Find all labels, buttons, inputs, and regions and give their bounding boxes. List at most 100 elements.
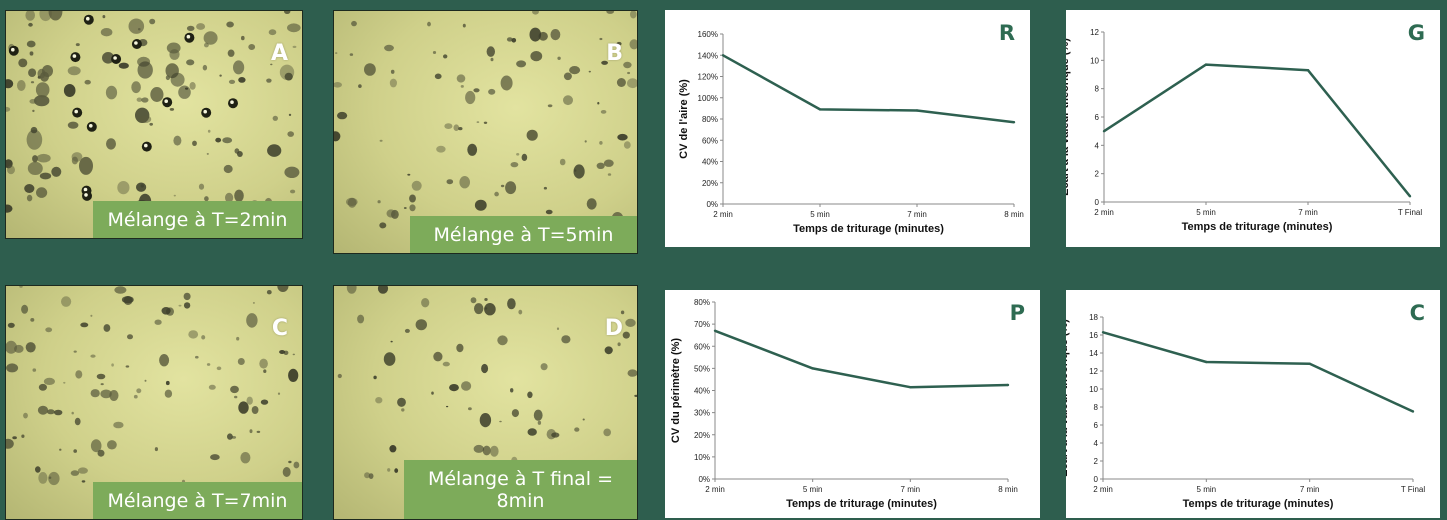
series-line [722, 54, 1015, 124]
y-tick-label: 2 [1095, 170, 1100, 179]
x-tick-label: 7 min [907, 210, 927, 219]
y-tick-label: 0 [1095, 198, 1100, 207]
micrograph-texture [6, 11, 301, 216]
x-tick-label: 2 min [1094, 208, 1114, 217]
y-tick-label: 10 [1089, 385, 1098, 394]
y-tick-label: 0% [698, 475, 710, 484]
y-tick-label: 4 [1094, 439, 1099, 448]
chart-panel-g: 0 2 4 6 8 10 12 2 min 5 min 7 min T Final Temps de … [1066, 10, 1440, 247]
y-tick-label: 60% [694, 342, 710, 351]
y-tick-label: 8 [1094, 403, 1099, 412]
y-tick-label: 14 [1089, 349, 1098, 358]
data-point [1102, 130, 1106, 133]
y-tick-label: 60% [702, 136, 718, 145]
data-point [1308, 362, 1311, 365]
y-tick-label: 20% [702, 179, 718, 188]
data-point [1408, 195, 1412, 198]
y-tick-label: 16 [1089, 331, 1098, 340]
x-tick-label: 5 min [810, 210, 830, 219]
data-point [713, 329, 717, 332]
y-tick-label: 40% [694, 387, 710, 396]
micrograph-d: D Mélange à T final = 8min [333, 285, 638, 520]
y-axis-title: CV de l'aire (%) [678, 79, 690, 159]
data-point [811, 367, 814, 370]
data-point [1306, 69, 1310, 72]
micrograph-texture [6, 286, 300, 497]
y-tick-label: 6 [1095, 113, 1100, 122]
chart-panel-letter: R [999, 21, 1015, 45]
x-tick-label: 2 min [705, 485, 725, 494]
y-tick-label: 4 [1095, 141, 1100, 150]
data-point [818, 108, 822, 111]
micrograph-caption: Mélange à T final = 8min [404, 460, 637, 519]
series-line [1103, 63, 1411, 198]
y-tick-label: 160% [698, 30, 718, 39]
x-tick-label: 8 min [1004, 210, 1024, 219]
chart-panel-r: 0% 20% 40% 60% 80% 100% 120% 140% 160% 2 min 5 min… [665, 10, 1030, 247]
micrograph-letter: C [271, 316, 288, 341]
x-tick-label: 5 min [1196, 208, 1216, 217]
data-point [1006, 383, 1010, 387]
chart-r: 0% 20% 40% 60% 80% 100% 120% 140% 160% 2 min 5 min… [678, 21, 1024, 235]
y-tick-label: 30% [694, 409, 710, 418]
x-tick-label: 7 min [1298, 208, 1318, 217]
micrograph-letter: B [606, 41, 623, 66]
x-axis-title: Temps de triturage (minutes) [1182, 221, 1333, 233]
y-axis-title: Ecart à la valeur théorique (%) [1066, 319, 1070, 477]
x-tick-label: 5 min [1197, 485, 1217, 494]
data-point [1101, 331, 1105, 334]
x-axis-title: Temps de triturage (minutes) [786, 498, 937, 510]
chart-g: 0 2 4 6 8 10 12 2 min 5 min 7 min T Final Temps de … [1066, 21, 1425, 233]
chart-panel-c: 0 2 4 6 8 10 12 14 16 18 2 min 5 min 7 min T Final Tem… [1066, 290, 1440, 518]
y-axis-title: Ecart à la valeur théorique (%) [1066, 38, 1071, 196]
data-point [909, 386, 912, 389]
x-tick-label: 8 min [998, 485, 1018, 494]
chart-panel-letter: C [1410, 301, 1425, 325]
y-tick-label: 12 [1089, 367, 1098, 376]
micrograph-a: A Mélange à T=2min [5, 10, 303, 239]
data-point [1012, 121, 1016, 124]
chart-p: 0% 10% 20% 30% 40% 50% 60% 70% 80% 2 min 5 min 7 mi… [670, 298, 1025, 510]
chart-panel-letter: G [1408, 21, 1425, 45]
y-tick-label: 18 [1089, 313, 1098, 322]
x-tick-label: 7 min [1300, 485, 1320, 494]
y-tick-label: 10% [694, 453, 710, 462]
x-tick-label: 5 min [803, 485, 823, 494]
y-tick-label: 0 [1094, 475, 1099, 484]
data-point [1411, 410, 1415, 413]
y-tick-label: 10 [1090, 56, 1099, 65]
y-tick-label: 100% [698, 94, 718, 103]
y-tick-label: 80% [702, 115, 718, 124]
y-tick-label: 40% [702, 158, 718, 167]
x-tick-label: 2 min [1093, 485, 1113, 494]
y-axis-title: CV du périmètre (%) [670, 338, 682, 443]
x-tick-label: T Final [1401, 485, 1426, 494]
x-axis-title: Temps de triturage (minutes) [793, 223, 944, 235]
data-point [1205, 360, 1208, 364]
y-tick-label: 80% [694, 298, 710, 307]
x-axis-title: Temps de triturage (minutes) [1183, 498, 1334, 510]
y-tick-label: 8 [1095, 85, 1100, 94]
micrograph-caption: Mélange à T=2min [93, 201, 302, 238]
y-tick-label: 2 [1094, 457, 1099, 466]
micrograph-c: C Mélange à T=7min [5, 285, 303, 520]
y-tick-label: 50% [694, 364, 710, 373]
y-tick-label: 12 [1090, 28, 1099, 37]
y-tick-label: 140% [698, 51, 718, 60]
data-point [721, 54, 725, 57]
chart-panel-p: 0% 10% 20% 30% 40% 50% 60% 70% 80% 2 min 5 min 7 mi… [665, 290, 1040, 518]
data-point [1204, 63, 1208, 66]
micrograph-letter: A [270, 41, 288, 66]
y-tick-label: 0% [706, 200, 718, 209]
x-tick-label: 7 min [901, 485, 921, 494]
micrograph-caption: Mélange à T=7min [93, 482, 302, 519]
series-line [1102, 331, 1414, 413]
chart-panel-letter: P [1010, 301, 1025, 325]
micrograph-b: B Mélange à T=5min [333, 10, 638, 254]
y-tick-label: 70% [694, 320, 710, 329]
micrograph-letter: D [604, 316, 623, 341]
micrograph-caption: Mélange à T=5min [410, 216, 637, 253]
y-tick-label: 20% [694, 431, 710, 440]
series-line [714, 329, 1009, 389]
x-tick-label: T Final [1398, 208, 1423, 217]
